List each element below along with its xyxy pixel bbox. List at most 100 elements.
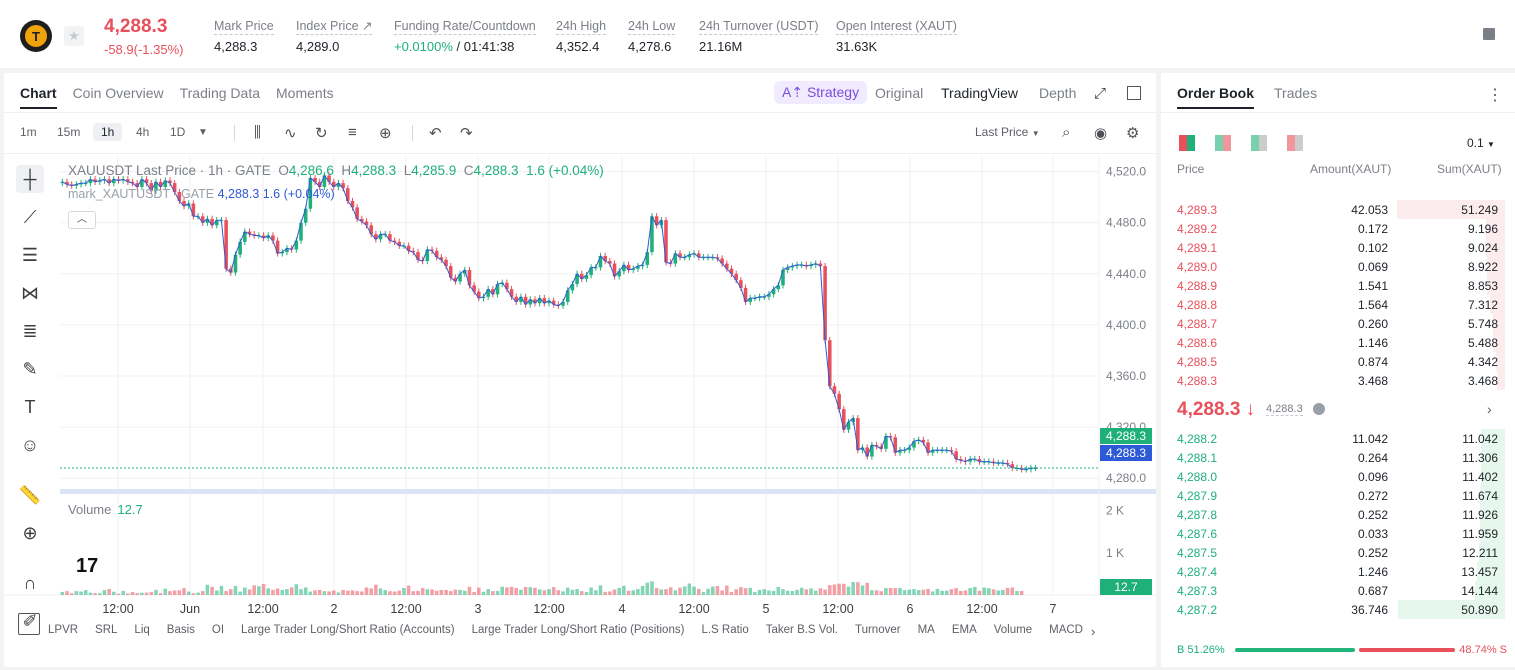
order-price: 4,289.2 (1177, 222, 1218, 236)
order-row[interactable]: 4,288.2 11.042 11.042 (1161, 429, 1505, 448)
order-row[interactable]: 4,287.5 0.252 12.211 (1161, 543, 1505, 562)
order-row[interactable]: 4,288.0 0.096 11.402 (1161, 467, 1505, 486)
order-row[interactable]: 4,288.6 1.146 5.488 (1161, 333, 1505, 352)
indicator-macd[interactable]: MACD (1049, 624, 1083, 636)
order-row[interactable]: 4,289.1 0.102 9.024 (1161, 238, 1505, 257)
chevron-right-icon[interactable]: › (1090, 624, 1096, 639)
pattern-icon[interactable]: ⋈ (21, 283, 39, 303)
undo-icon[interactable]: ↶ (429, 125, 442, 142)
search-icon[interactable]: ⌕ (1062, 124, 1071, 141)
emoji-icon[interactable]: ☺ (20, 435, 40, 455)
camera-icon[interactable]: ◉ (1094, 125, 1108, 142)
order-row[interactable]: 4,287.8 0.252 11.926 (1161, 505, 1505, 524)
order-row[interactable]: 4,287.6 0.033 11.959 (1161, 524, 1505, 543)
horizontal-lines-icon[interactable]: ☰ (21, 245, 39, 265)
view-original[interactable]: Original (875, 85, 924, 101)
indicators-icon[interactable]: ∿ (284, 125, 297, 142)
add-indicator-icon[interactable]: ⊕ (379, 125, 392, 142)
chevron-right-icon[interactable]: › (1487, 401, 1492, 417)
chevron-down-icon[interactable]: ▼ (198, 127, 208, 138)
interval-4h[interactable]: 4h (136, 125, 150, 139)
order-row[interactable]: 4,287.3 0.687 14.144 (1161, 581, 1505, 600)
order-row[interactable]: 4,288.9 1.541 8.853 (1161, 276, 1505, 295)
candle-body (172, 183, 177, 193)
order-row[interactable]: 4,289.3 42.053 51.249 (1161, 200, 1505, 219)
order-row[interactable]: 4,288.5 0.874 4.342 (1161, 352, 1505, 371)
text-icon[interactable]: T (24, 397, 36, 417)
tab-order-book[interactable]: Order Book (1177, 85, 1255, 109)
order-row[interactable]: 4,287.9 0.272 11.674 (1161, 486, 1505, 505)
price-chart[interactable]: 4,520.04,480.04,440.04,400.04,360.04,320… (4, 73, 1156, 667)
order-row[interactable]: 4,288.8 1.564 7.312 (1161, 295, 1505, 314)
ruler-icon[interactable]: 📏 (18, 485, 42, 505)
tab-trades[interactable]: Trades (1274, 85, 1318, 101)
last-price-select[interactable]: Last Price ▼ (975, 125, 1040, 139)
indicator-lt-positions[interactable]: Large Trader Long/Short Ratio (Positions… (471, 624, 685, 636)
zoom-icon[interactable]: ⊕ (22, 523, 38, 543)
volume-bar (729, 592, 734, 595)
star-icon[interactable]: ★ (64, 26, 84, 46)
order-row[interactable]: 4,288.3 3.468 3.468 (1161, 371, 1505, 390)
view-split-icon[interactable] (1215, 135, 1231, 151)
interval-1m[interactable]: 1m (20, 125, 37, 139)
magnet-icon[interactable]: ∩ (23, 573, 37, 593)
info-icon[interactable] (1313, 403, 1325, 415)
order-row[interactable]: 4,289.0 0.069 8.922 (1161, 257, 1505, 276)
candles-icon[interactable]: ⫼ (254, 124, 261, 141)
view-depth[interactable]: Depth (1039, 85, 1077, 101)
refresh-icon[interactable]: ↻ (315, 125, 328, 142)
tab-trading-data[interactable]: Trading Data (179, 85, 261, 101)
layout-icon[interactable] (18, 613, 40, 635)
indicator-srl[interactable]: SRL (95, 624, 118, 636)
strategy-button[interactable]: A⇡ Strategy (774, 81, 868, 104)
window-icon[interactable] (1127, 86, 1141, 100)
brush-icon[interactable]: ✎ (22, 359, 38, 379)
order-row[interactable]: 4,288.7 0.260 5.748 (1161, 314, 1505, 333)
indicator-ls-ratio[interactable]: L.S Ratio (701, 624, 749, 636)
indicator-lpvr[interactable]: LPVR (48, 624, 79, 636)
indicator-liq[interactable]: Liq (134, 624, 150, 636)
volume-bar (500, 586, 504, 595)
indicator-oi[interactable]: OI (211, 624, 225, 636)
book-icon[interactable] (1483, 28, 1495, 40)
interval-15m[interactable]: 15m (57, 125, 81, 139)
order-row[interactable]: 4,289.2 0.172 9.196 (1161, 219, 1505, 238)
collapse-legend-button[interactable]: ︿ (68, 211, 96, 229)
order-row[interactable]: 4,288.1 0.264 11.306 (1161, 448, 1505, 467)
indicator-basis[interactable]: Basis (166, 624, 195, 636)
candle-body (509, 289, 514, 297)
interval-1h[interactable]: 1h (93, 123, 123, 141)
redo-icon[interactable]: ↷ (460, 125, 473, 142)
fib-icon[interactable]: ≣ (22, 321, 38, 341)
list-icon[interactable]: ≡ (348, 124, 357, 141)
more-icon[interactable]: ⋮ (1487, 87, 1503, 104)
indicator-volume[interactable]: Volume (993, 624, 1033, 636)
expand-icon[interactable]: ⤢ (1094, 85, 1107, 102)
stat-label[interactable]: Index Price ↗ (296, 19, 373, 35)
indicator-ema[interactable]: EMA (951, 624, 977, 636)
stat-index-price[interactable]: Index Price ↗ 4,289.0 (296, 17, 373, 54)
indicator-ma[interactable]: MA (917, 624, 935, 636)
view-asks-icon[interactable] (1287, 135, 1303, 151)
precision-select[interactable]: 0.1 ▼ (1467, 136, 1495, 150)
trendline-icon[interactable]: ⟋ (23, 207, 37, 227)
view-tradingview[interactable]: TradingView (941, 85, 1019, 101)
interval-1d[interactable]: 1D (170, 125, 186, 139)
lock-icon[interactable]: ✐ (22, 611, 38, 631)
order-row[interactable]: 4,287.2 36.746 50.890 (1161, 600, 1505, 619)
view-both-icon[interactable] (1179, 135, 1195, 151)
candle-body (790, 266, 795, 268)
tab-coin-overview[interactable]: Coin Overview (72, 85, 164, 101)
tab-chart[interactable]: Chart (20, 85, 57, 109)
order-row[interactable]: 4,287.4 1.246 13.457 (1161, 562, 1505, 581)
volume-bar (987, 588, 991, 595)
volume-bar (818, 588, 823, 595)
tab-moments[interactable]: Moments (276, 85, 334, 101)
crosshair-icon[interactable]: ┼ (16, 165, 44, 193)
gear-icon[interactable]: ⚙ (1126, 125, 1140, 142)
view-bids-icon[interactable] (1251, 135, 1267, 151)
indicator-taker-vol[interactable]: Taker B.S Vol. (765, 624, 838, 636)
indicator-turnover[interactable]: Turnover (854, 624, 901, 636)
order-price: 4,288.7 (1177, 317, 1218, 331)
indicator-lt-accounts[interactable]: Large Trader Long/Short Ratio (Accounts) (241, 624, 455, 636)
